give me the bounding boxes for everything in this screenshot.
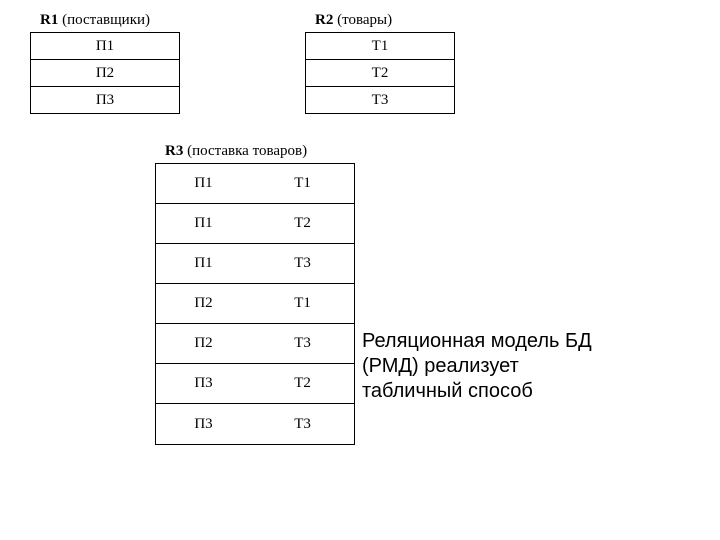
cell: Т3: [251, 404, 354, 444]
r3-title-main: R3: [165, 143, 183, 159]
table-row: П3Т3: [156, 404, 354, 444]
r1-table: П1П2П3: [30, 32, 180, 114]
cell: П2: [31, 60, 179, 86]
r1-title-main: R1: [40, 12, 58, 28]
table-row: П1Т2: [156, 204, 354, 244]
table-row: Т2: [306, 60, 454, 87]
cell: П3: [156, 364, 251, 403]
relation-r3: R3 (поставка товаров) П1Т1П1Т2П1Т3П2Т1П2…: [155, 143, 355, 445]
r1-title-sub: (поставщики): [62, 12, 150, 28]
relation-r1: R1 (поставщики) П1П2П3: [30, 12, 180, 114]
cell: П1: [31, 33, 179, 59]
r3-table: П1Т1П1Т2П1Т3П2Т1П2Т3П3Т2П3Т3: [155, 163, 355, 445]
table-row: П2Т1: [156, 284, 354, 324]
cell: Т1: [251, 164, 354, 203]
table-row: П3Т2: [156, 364, 354, 404]
cell: Т3: [251, 244, 354, 283]
r1-title: R1 (поставщики): [30, 12, 180, 29]
table-row: Т1: [306, 33, 454, 60]
cell: П1: [156, 204, 251, 243]
r2-table: Т1Т2Т3: [305, 32, 455, 114]
table-row: П1Т3: [156, 244, 354, 284]
cell: Т3: [306, 87, 454, 113]
caption-line-3: табличный способ: [362, 379, 592, 404]
cell: Т2: [251, 364, 354, 403]
cell: П3: [31, 87, 179, 113]
r2-title-main: R2: [315, 12, 333, 28]
r3-title-sub: (поставка товаров): [187, 143, 307, 159]
r3-title: R3 (поставка товаров): [155, 143, 355, 160]
cell: Т2: [306, 60, 454, 86]
cell: П3: [156, 404, 251, 444]
r2-title: R2 (товары): [305, 12, 455, 29]
relation-r2: R2 (товары) Т1Т2Т3: [305, 12, 455, 114]
table-row: П3: [31, 87, 179, 113]
cell: Т3: [251, 324, 354, 363]
cell: П1: [156, 244, 251, 283]
table-row: П2: [31, 60, 179, 87]
caption-line-1: Реляционная модель БД: [362, 329, 592, 354]
caption-line-2: (РМД) реализует: [362, 354, 592, 379]
table-row: Т3: [306, 87, 454, 113]
table-row: П1: [31, 33, 179, 60]
table-row: П1Т1: [156, 164, 354, 204]
cell: П1: [156, 164, 251, 203]
r2-title-sub: (товары): [337, 12, 392, 28]
cell: Т1: [306, 33, 454, 59]
cell: П2: [156, 284, 251, 323]
caption-text: Реляционная модель БД (РМД) реализует та…: [362, 329, 592, 404]
cell: Т2: [251, 204, 354, 243]
table-row: П2Т3: [156, 324, 354, 364]
cell: П2: [156, 324, 251, 363]
cell: Т1: [251, 284, 354, 323]
